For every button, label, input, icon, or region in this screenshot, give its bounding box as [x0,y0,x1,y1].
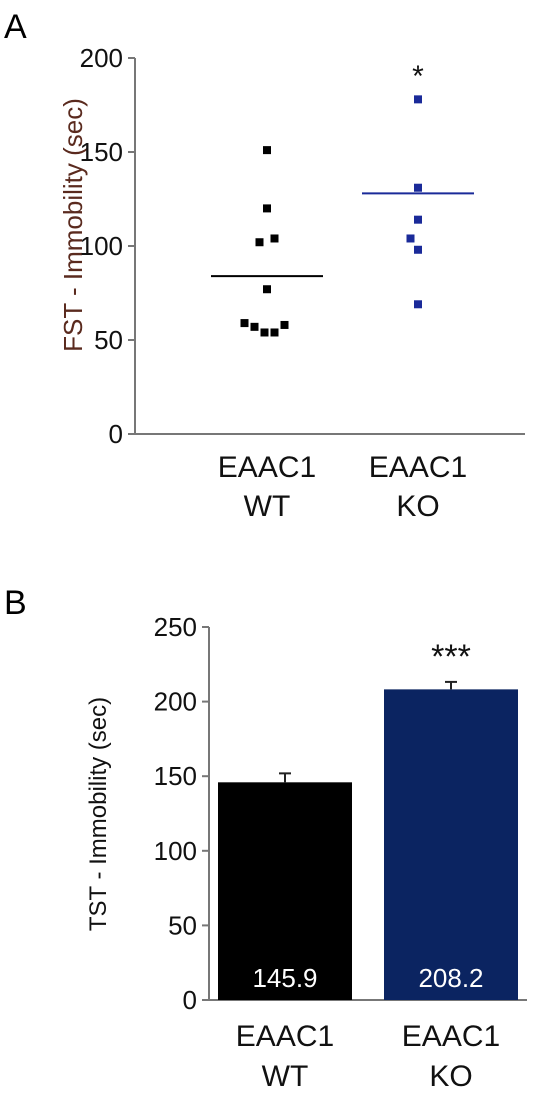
panel-a-data-point [260,328,269,337]
panel-b-category-label-ko-line1: EAAC1 [402,1020,500,1053]
panel-b-y-tick-label: 250 [154,612,197,642]
panel-a-y-tick-label: 150 [80,137,123,167]
panel-a-y-tick-label: 100 [80,231,123,261]
panel-b-category-label-ko-line2: KO [429,1060,472,1093]
panel-a-data-point [414,183,422,192]
panel-a-data-point [250,322,259,331]
panel-b-y-tick-label: 50 [168,910,197,940]
panel-a-category-label-ko-line1: EAAC1 [369,451,467,484]
panel-a-data-point [414,95,422,104]
panel-b: B TST - Immobility (sec) 0 50 100 150 200 250… [4,584,527,1093]
panel-b-significance-marker: *** [431,638,471,676]
panel-a-data-point [240,319,249,328]
panel-a-data-point [263,204,271,213]
panel-b-y-tick-label: 150 [154,761,197,791]
panel-a-data-point [263,285,271,294]
panel-a-data-point [255,238,264,247]
panel-a-y-axis-label: FST - Immobility (sec) [58,98,88,352]
panel-b-y-tick-label: 200 [154,687,197,717]
panel-a-data-point [280,320,289,329]
panel-b-label: B [4,584,27,622]
panel-a-data-point [414,245,422,254]
panel-a-data-point [414,300,422,309]
panel-a-category-label-ko-line2: KO [396,490,439,523]
panel-b-category-label-wt-line1: EAAC1 [236,1020,334,1053]
panel-a-significance-marker: * [412,60,424,93]
panel-a-data-point [263,146,271,155]
panel-b-y-ticks: 0 50 100 150 200 250 [154,612,209,1015]
panel-b-bar-value-label: 208.2 [418,963,483,993]
panel-a-data-point [406,234,415,243]
panel-a-data-point [414,215,422,224]
panel-a-label: A [4,8,27,46]
panel-b-y-tick-label: 0 [183,985,197,1015]
panel-b-y-tick-label: 100 [154,836,197,866]
panel-a-data-point [270,234,279,243]
panel-a-points: * [211,60,474,337]
panel-a-data-point [270,328,279,337]
panel-a-category-label-wt-line2: WT [244,490,291,523]
panel-b-y-axis-label: TST - Immobility (sec) [85,697,112,931]
panel-a-y-tick-label: 50 [94,325,123,355]
panel-b-bar [384,689,518,1000]
panel-b-bar [218,782,352,1000]
panel-a-y-tick-label: 200 [80,43,123,73]
panel-b-bar-value-label: 145.9 [252,963,317,993]
panel-a-y-tick-label: 0 [109,419,123,449]
panel-b-bars: 145.9 208.2 *** [218,638,518,1000]
panel-b-category-label-wt-line2: WT [262,1060,309,1093]
panel-a-y-ticks: 0 50 100 150 200 [80,43,135,449]
panel-a-category-label-wt-line1: EAAC1 [218,451,316,484]
